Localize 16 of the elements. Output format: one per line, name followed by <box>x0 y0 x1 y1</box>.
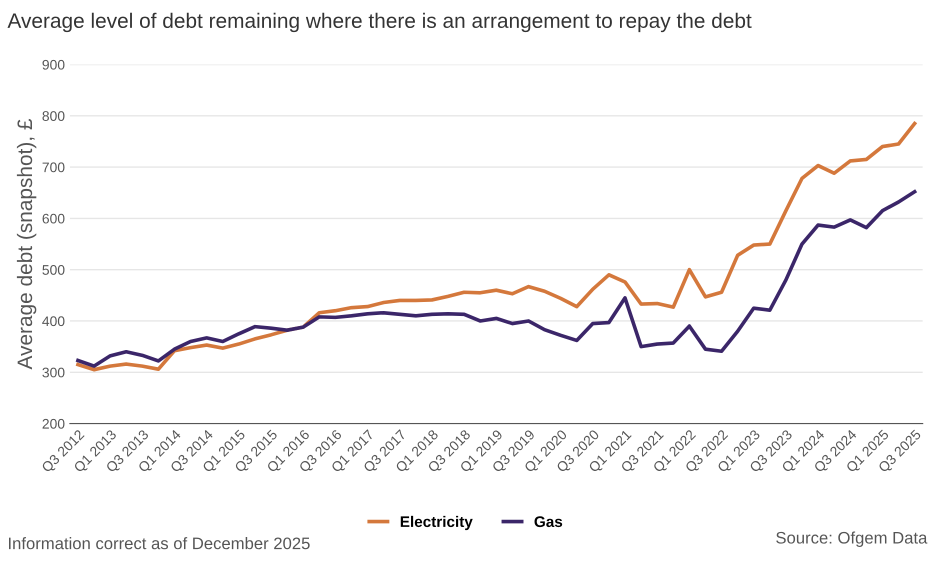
y-tick-label: 900 <box>42 60 64 70</box>
source-note: Source: Ofgem Data <box>776 531 928 547</box>
y-tick-label: 300 <box>42 368 64 378</box>
y-tick-label: 200 <box>42 418 64 429</box>
line-series <box>76 190 916 368</box>
line-series <box>76 122 916 372</box>
y-axis-title: Average debt (snapshot), £ <box>16 118 36 370</box>
legend-label: Electricity <box>400 516 473 530</box>
y-tick-label: 800 <box>42 111 64 121</box>
legend-label: Gas <box>534 516 562 528</box>
y-tick-label: 400 <box>42 316 64 326</box>
text: Information correct as of December 2025 <box>8 537 310 550</box>
y-tick-label: 500 <box>42 265 64 275</box>
y-tick-label: 700 <box>42 162 64 172</box>
chart-title: Average level of debt remaining where there is an arrangement to repay the debt <box>8 12 752 32</box>
y-tick-label: 600 <box>42 214 64 224</box>
